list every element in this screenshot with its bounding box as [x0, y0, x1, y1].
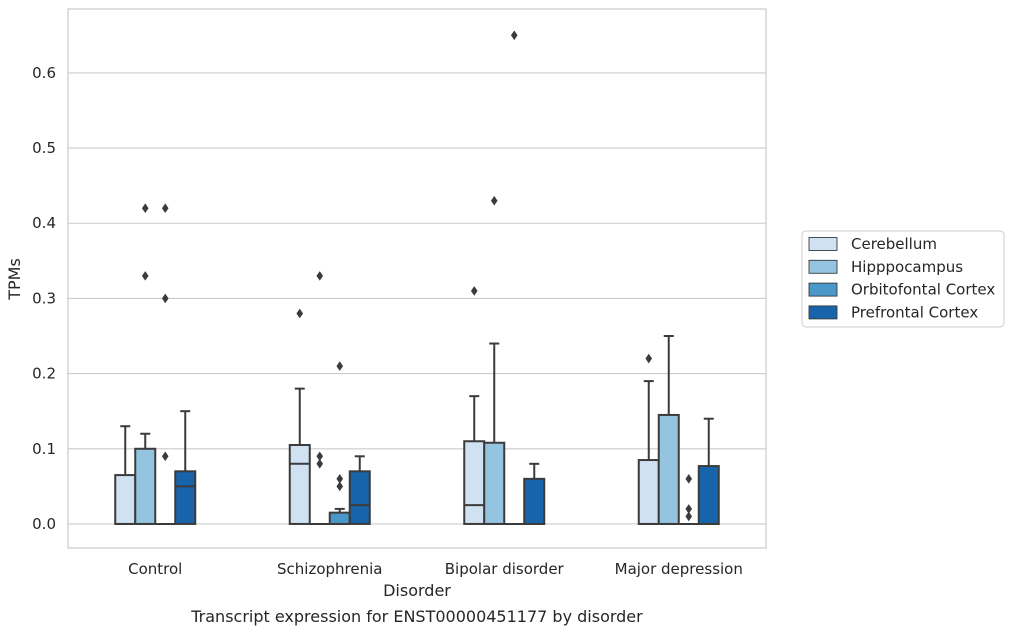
chart-caption: Transcript expression for ENST0000045117… — [190, 607, 643, 626]
outlier-point — [161, 293, 169, 304]
box-body — [637, 459, 660, 525]
outlier-point — [685, 474, 693, 484]
x-tick-label: Bipolar disorder — [445, 560, 565, 578]
y-axis-label: TPMs — [5, 258, 24, 301]
outlier-point — [141, 271, 149, 281]
legend-swatch — [808, 305, 838, 320]
box-body — [174, 470, 197, 525]
outlier-point — [336, 481, 344, 492]
y-tick-label: 0.6 — [32, 64, 56, 82]
y-tick-label: 0.1 — [32, 440, 56, 458]
legend-frame — [801, 230, 1005, 328]
box-orbitofontal-cortex — [678, 474, 699, 525]
outlier-point — [336, 474, 344, 484]
outlier-point — [645, 353, 653, 364]
box-cerebellum — [114, 425, 137, 525]
box-cerebellum — [288, 308, 311, 525]
box-prefrontal-cortex — [697, 417, 720, 525]
box-hipppocampus — [134, 203, 157, 525]
box-body — [134, 447, 157, 525]
box-body — [328, 511, 351, 525]
outlier-point — [161, 451, 169, 462]
legend-swatch — [808, 259, 838, 274]
box-orbitofontal-cortex — [328, 361, 351, 525]
y-tick-label: 0.5 — [32, 139, 56, 157]
box-hipppocampus — [309, 271, 330, 525]
plot-frame — [67, 8, 767, 549]
box-body — [523, 477, 546, 525]
box-body — [463, 440, 486, 525]
box-prefrontal-cortex — [174, 410, 197, 525]
legend-label: Prefrontal Cortex — [851, 303, 978, 321]
outlier-point — [161, 203, 169, 214]
legend-label: Cerebellum — [851, 235, 937, 253]
outlier-point — [685, 504, 693, 514]
x-axis-label: Disorder — [383, 581, 451, 600]
plot-boxes — [114, 30, 720, 525]
box-hipppocampus — [657, 335, 680, 525]
outlier-point — [316, 271, 324, 281]
box-body — [288, 444, 311, 525]
outlier-point — [296, 308, 304, 319]
box-body — [483, 441, 506, 525]
outlier-point — [685, 511, 693, 522]
outlier-point — [316, 459, 324, 469]
box-prefrontal-cortex — [348, 455, 371, 525]
y-tick-label: 0.3 — [32, 289, 56, 307]
x-tick-label: Major depression — [615, 560, 743, 578]
legend-label: Hipppocampus — [851, 258, 963, 276]
box-body — [657, 413, 680, 525]
box-cerebellum — [463, 286, 486, 525]
y-tick-labels: 0.0 0.1 0.2 0.3 0.4 0.5 0.6 — [32, 64, 56, 533]
legend-swatch — [808, 237, 838, 251]
y-tick-label: 0.0 — [32, 515, 56, 533]
box-hipppocampus — [483, 195, 506, 525]
box-orbitofontal-cortex — [155, 203, 176, 525]
legend-swatch — [808, 282, 838, 297]
legend: Cerebellum Hipppocampus Orbitofontal Corte… — [801, 230, 1005, 328]
outlier-point — [470, 286, 478, 296]
box-cerebellum — [637, 353, 660, 525]
outlier-point — [510, 30, 518, 41]
outlier-point — [141, 203, 149, 214]
outlier-point — [336, 361, 344, 371]
box-body — [114, 474, 137, 525]
box-body — [697, 465, 720, 525]
box-body — [348, 470, 371, 525]
y-tick-label: 0.2 — [32, 365, 56, 383]
box-orbitofontal-cortex — [504, 30, 525, 525]
y-tick-label: 0.4 — [32, 214, 56, 232]
outlier-point — [316, 451, 324, 462]
x-tick-label: Schizophrenia — [277, 560, 382, 578]
outlier-point — [490, 195, 498, 206]
x-tick-label: Control — [128, 560, 182, 578]
legend-label: Orbitofontal Cortex — [851, 281, 995, 299]
box-prefrontal-cortex — [523, 462, 546, 525]
x-tick-labels: Control Schizophrenia Bipolar disorder Majo… — [128, 560, 743, 578]
